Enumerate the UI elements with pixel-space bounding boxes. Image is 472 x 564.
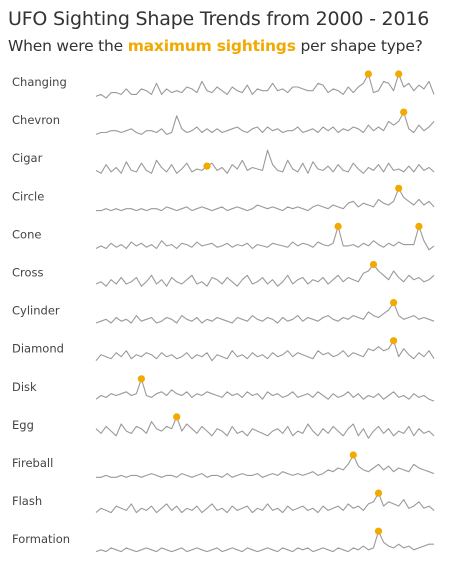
peak-marker-cylinder[interactable]: [390, 299, 398, 307]
sparkline-chevron: [95, 111, 435, 135]
row-label-formation: Formation: [12, 532, 70, 546]
sparkline-diamond: [95, 340, 435, 362]
peak-marker-diamond[interactable]: [390, 337, 398, 345]
row-label-chevron: Chevron: [12, 113, 60, 127]
sparkline-cross: [95, 263, 435, 287]
peak-marker-chevron[interactable]: [400, 108, 408, 116]
sparkline-row-egg: Egg: [12, 413, 435, 439]
sparkline-row-chevron: Chevron: [12, 108, 435, 135]
row-label-changing: Changing: [12, 75, 67, 89]
peak-marker-formation[interactable]: [374, 527, 383, 535]
peak-marker-cone-2[interactable]: [415, 222, 423, 230]
peak-marker-disk[interactable]: [137, 375, 145, 383]
peak-marker-cigar[interactable]: [203, 162, 211, 170]
row-label-cone: Cone: [12, 227, 41, 241]
sparkline-fireball: [96, 454, 435, 478]
sparkline-row-disk: Disk: [12, 375, 435, 402]
sparkline-row-fireball: Fireball: [12, 451, 435, 478]
sparkline-row-formation: Formation: [12, 527, 434, 553]
peak-marker-cross[interactable]: [369, 260, 378, 269]
row-label-cigar: Cigar: [12, 151, 43, 165]
sparkline-flash: [95, 492, 435, 514]
sparkline-egg: [95, 416, 435, 439]
row-label-flash: Flash: [12, 494, 42, 508]
subtitle-suffix: per shape type?: [295, 37, 423, 55]
row-label-cylinder: Cylinder: [12, 304, 60, 318]
peak-marker-flash[interactable]: [374, 489, 383, 497]
subtitle-highlight: maximum sightings: [127, 37, 296, 55]
row-label-circle: Circle: [12, 189, 44, 203]
sparkline-row-changing: Changing: [12, 70, 435, 99]
sparkline-row-cross: Cross: [12, 260, 435, 287]
sparkline-cone: [95, 225, 435, 251]
sparkline-changing: [95, 73, 435, 99]
sparkline-row-cylinder: Cylinder: [12, 299, 435, 324]
peak-marker-egg[interactable]: [173, 413, 181, 421]
sparkline-circle: [96, 187, 435, 212]
sparkline-row-circle: Circle: [12, 184, 435, 212]
peak-marker-changing-2[interactable]: [395, 70, 403, 78]
subtitle-prefix: When were the: [8, 37, 128, 55]
sparkline-row-cigar: Cigar: [12, 149, 435, 174]
sparkline-row-flash: Flash: [12, 489, 435, 514]
chart-title: UFO Sighting Shape Trends from 2000 - 20…: [8, 8, 430, 30]
peak-marker-fireball[interactable]: [349, 451, 357, 459]
sparkline-cylinder: [95, 302, 435, 324]
sparkline-disk: [95, 378, 435, 402]
sparkline-row-cone: Cone: [12, 222, 435, 251]
peak-marker-changing[interactable]: [364, 70, 372, 78]
sparkline-formation: [95, 530, 434, 553]
row-label-egg: Egg: [12, 418, 34, 432]
row-label-cross: Cross: [12, 266, 44, 280]
peak-marker-cone[interactable]: [334, 222, 342, 230]
peak-marker-circle[interactable]: [395, 184, 403, 192]
row-label-disk: Disk: [12, 380, 37, 394]
sparkline-row-diamond: Diamond: [12, 337, 435, 362]
sparkline-cigar: [95, 149, 435, 174]
chart-subtitle: When were the maximum sightings per shap…: [8, 37, 423, 55]
row-label-fireball: Fireball: [12, 456, 53, 470]
row-label-diamond: Diamond: [12, 342, 64, 356]
